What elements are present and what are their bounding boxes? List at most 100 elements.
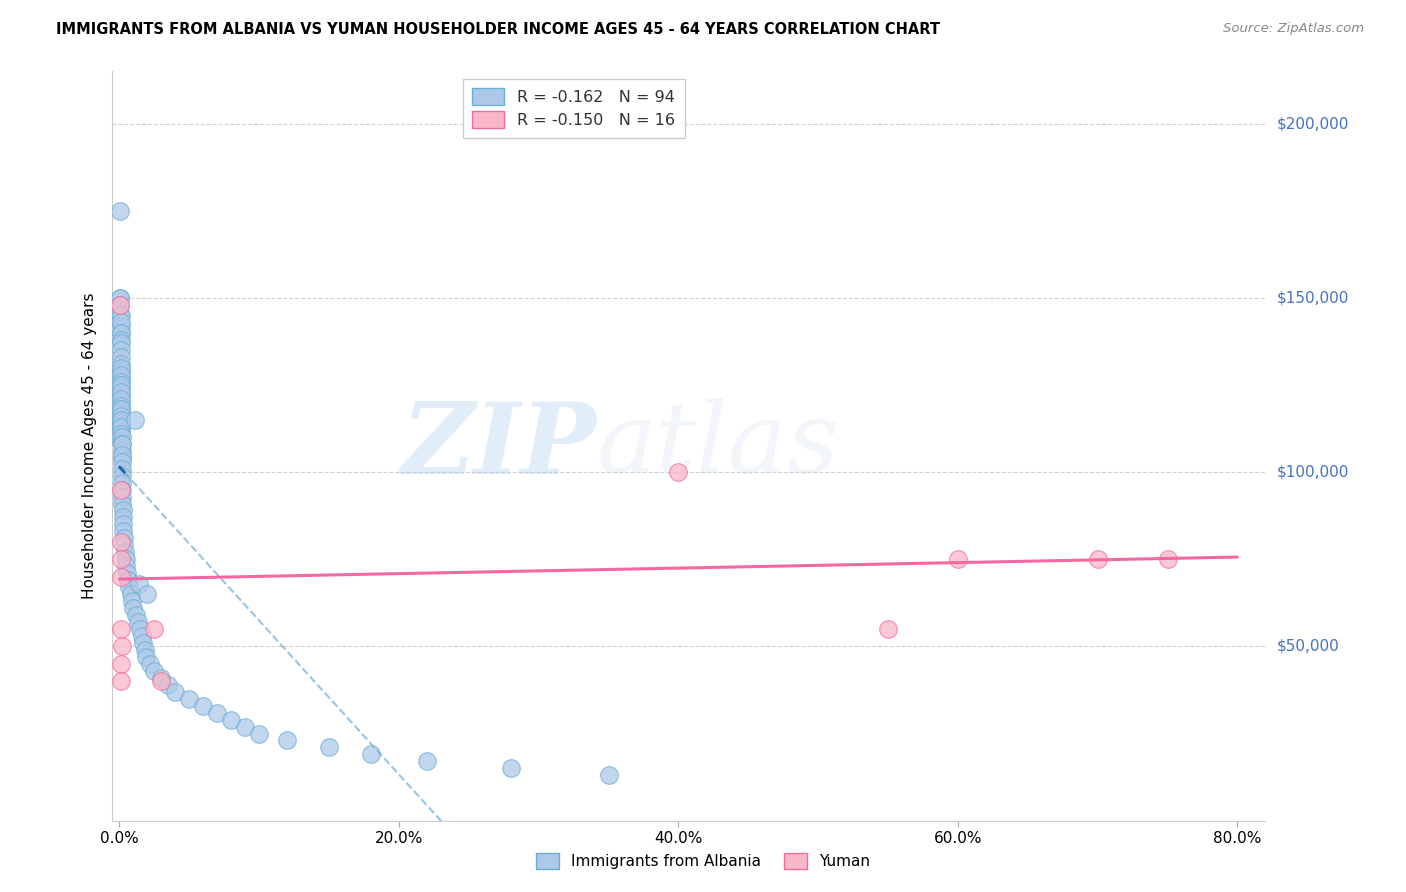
Point [111, 475, 134, 490]
Point [247, 726, 270, 740]
Point [136, 587, 159, 601]
Point [125, 607, 148, 622]
Point [110, 413, 132, 427]
Point [134, 643, 156, 657]
Point [110, 395, 132, 409]
Point [276, 733, 298, 747]
Point [1156, 552, 1178, 566]
Point [110, 423, 132, 437]
Point [110, 343, 132, 358]
Point [110, 368, 132, 382]
Point [110, 409, 132, 424]
Point [219, 713, 242, 727]
Text: Source: ZipAtlas.com: Source: ZipAtlas.com [1223, 22, 1364, 36]
Point [318, 740, 340, 755]
Point [111, 510, 134, 524]
Point [110, 451, 132, 466]
Point [111, 483, 134, 497]
Point [111, 490, 134, 504]
Legend: R = -0.162   N = 94, R = -0.150   N = 16: R = -0.162 N = 94, R = -0.150 N = 16 [463, 78, 685, 137]
Point [110, 402, 132, 417]
Point [112, 524, 135, 539]
Point [111, 468, 134, 483]
Point [115, 559, 138, 574]
Point [110, 298, 132, 312]
Point [111, 461, 134, 475]
Point [110, 437, 132, 451]
Point [128, 576, 150, 591]
Point [110, 399, 132, 413]
Point [110, 318, 132, 333]
Point [110, 420, 132, 434]
Point [946, 552, 969, 566]
Point [150, 674, 173, 689]
Point [110, 384, 132, 399]
Point [110, 350, 132, 364]
Point [127, 615, 149, 629]
Point [110, 413, 132, 427]
Point [110, 420, 132, 434]
Point [193, 698, 215, 713]
Point [165, 684, 187, 698]
Point [111, 455, 134, 469]
Point [111, 503, 134, 517]
Point [118, 580, 141, 594]
Point [110, 315, 132, 329]
Point [877, 622, 900, 636]
Point [114, 545, 136, 559]
Point [233, 720, 256, 734]
Point [110, 388, 132, 402]
Point [110, 402, 132, 417]
Point [117, 573, 139, 587]
Point [122, 601, 145, 615]
Point [110, 357, 132, 371]
Point [111, 517, 134, 532]
Point [112, 532, 135, 546]
Point [110, 622, 132, 636]
Point [207, 706, 229, 720]
Y-axis label: Householder Income Ages 45 - 64 years: Householder Income Ages 45 - 64 years [82, 293, 97, 599]
Point [108, 291, 131, 305]
Point [129, 622, 152, 636]
Point [110, 308, 132, 322]
Point [499, 761, 522, 775]
Point [110, 417, 132, 431]
Point [110, 434, 132, 448]
Text: $200,000: $200,000 [1277, 116, 1348, 131]
Point [110, 552, 132, 566]
Point [111, 448, 134, 462]
Point [360, 747, 382, 762]
Point [135, 649, 157, 664]
Point [143, 664, 166, 678]
Point [110, 406, 132, 420]
Point [598, 768, 620, 782]
Point [110, 326, 132, 340]
Point [179, 691, 201, 706]
Point [115, 566, 138, 581]
Point [139, 657, 162, 671]
Point [110, 308, 132, 322]
Point [110, 483, 132, 497]
Point [157, 678, 180, 692]
Point [124, 413, 146, 427]
Text: ZIP: ZIP [402, 398, 596, 494]
Point [131, 629, 153, 643]
Point [110, 375, 132, 389]
Point [110, 360, 132, 375]
Point [132, 636, 155, 650]
Point [150, 671, 173, 685]
Point [110, 444, 132, 458]
Point [110, 382, 132, 396]
Text: $150,000: $150,000 [1277, 291, 1348, 305]
Point [110, 371, 132, 385]
Point [110, 333, 132, 347]
Point [110, 378, 132, 392]
Point [110, 298, 132, 312]
Point [1087, 552, 1109, 566]
Point [110, 426, 132, 441]
Point [121, 594, 143, 608]
Legend: Immigrants from Albania, Yuman: Immigrants from Albania, Yuman [530, 847, 876, 875]
Point [110, 430, 132, 444]
Point [112, 538, 135, 552]
Text: $50,000: $50,000 [1277, 639, 1340, 654]
